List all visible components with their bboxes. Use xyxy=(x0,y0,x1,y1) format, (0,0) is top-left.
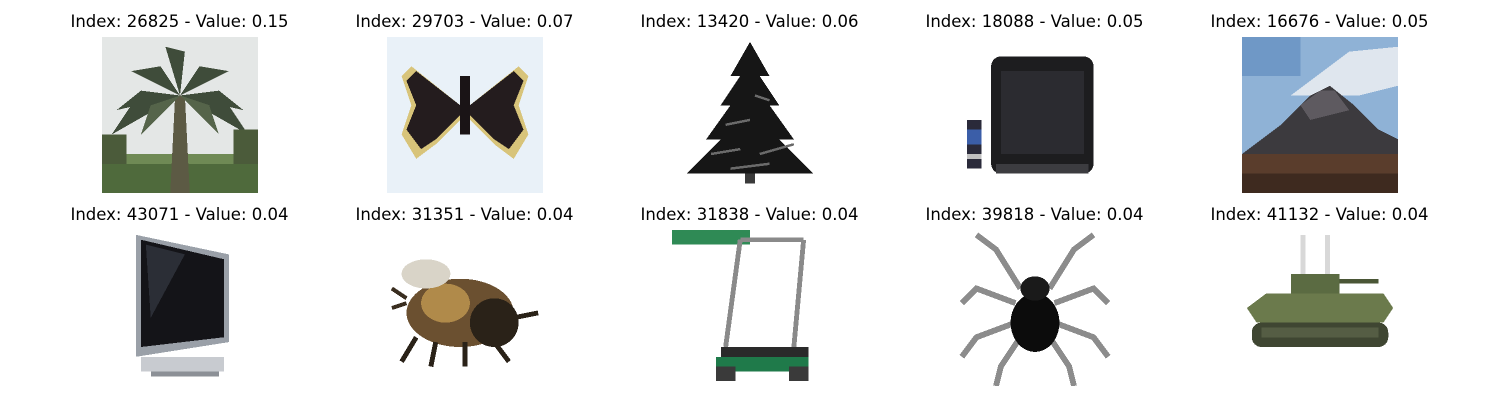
grid-cell: Index: 29703 - Value: 0.07 xyxy=(322,0,607,193)
grid-cell: Index: 18088 - Value: 0.05 xyxy=(892,0,1177,193)
butterfly-image xyxy=(387,37,543,193)
spider-image xyxy=(957,230,1113,386)
crt-television-image xyxy=(957,37,1113,193)
cell-title: Index: 43071 - Value: 0.04 xyxy=(70,205,289,224)
cell-title: Index: 13420 - Value: 0.06 xyxy=(640,12,859,31)
cell-title: Index: 31838 - Value: 0.04 xyxy=(640,205,859,224)
grid-cell: Index: 16676 - Value: 0.05 xyxy=(1177,0,1462,193)
flat-television-image xyxy=(102,230,258,386)
grid-cell: Index: 31351 - Value: 0.04 xyxy=(322,193,607,386)
grid-cell: Index: 39818 - Value: 0.04 xyxy=(892,193,1177,386)
palm-tree-image xyxy=(102,37,258,193)
tank-image xyxy=(1242,230,1398,386)
cell-title: Index: 31351 - Value: 0.04 xyxy=(355,205,574,224)
lawn-mower-image xyxy=(672,230,828,386)
cell-title: Index: 16676 - Value: 0.05 xyxy=(1210,12,1429,31)
cell-title: Index: 41132 - Value: 0.04 xyxy=(1210,205,1429,224)
grid-cell: Index: 13420 - Value: 0.06 xyxy=(607,0,892,193)
cell-title: Index: 26825 - Value: 0.15 xyxy=(70,12,289,31)
bee-image xyxy=(387,230,543,386)
grid-cell: Index: 31838 - Value: 0.04 xyxy=(607,193,892,386)
pine-tree-image xyxy=(672,37,828,193)
cell-title: Index: 29703 - Value: 0.07 xyxy=(355,12,574,31)
mountain-image xyxy=(1242,37,1398,193)
grid-cell: Index: 41132 - Value: 0.04 xyxy=(1177,193,1462,386)
grid-cell: Index: 43071 - Value: 0.04 xyxy=(37,193,322,386)
cell-title: Index: 18088 - Value: 0.05 xyxy=(925,12,1144,31)
grid-cell: Index: 26825 - Value: 0.15 xyxy=(37,0,322,193)
cell-title: Index: 39818 - Value: 0.04 xyxy=(925,205,1144,224)
